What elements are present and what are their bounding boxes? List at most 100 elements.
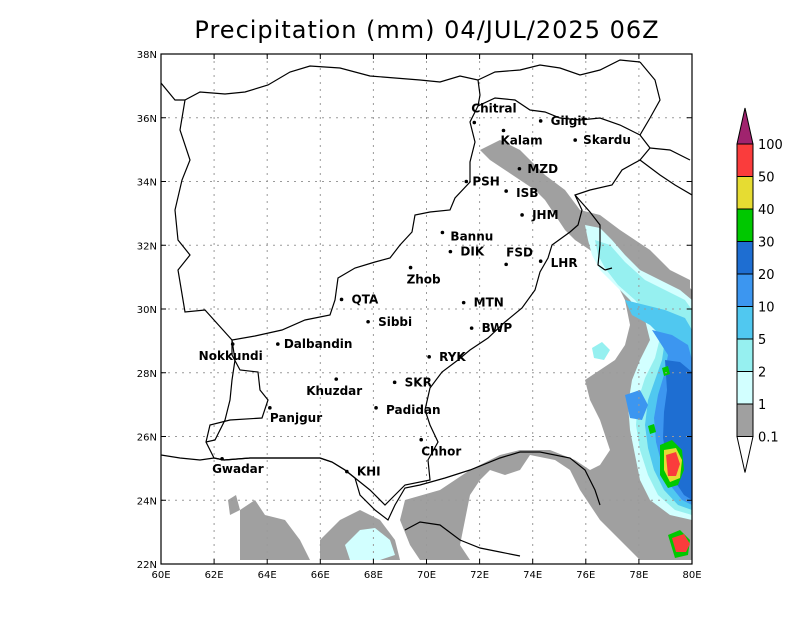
station-dot bbox=[538, 259, 543, 263]
x-axis: 60E 62E 64E 66E 68E 70E 72E 74E 76E 78E 80E bbox=[151, 54, 702, 581]
x-tick-label: 72E bbox=[470, 570, 489, 581]
station-dot bbox=[345, 469, 349, 474]
india-border bbox=[574, 194, 606, 271]
station-label: FSD bbox=[506, 245, 533, 259]
station-label: Panjgur bbox=[270, 411, 322, 425]
y-axis: 22N 24N 26N 28N 30N 32N 34N 36N 38N bbox=[137, 50, 692, 571]
y-tick-label: 38N bbox=[137, 50, 157, 61]
rain-area-south-3 bbox=[228, 495, 240, 515]
india-border-2 bbox=[604, 267, 613, 271]
station-label: QTA bbox=[352, 292, 379, 306]
station-label: Gwadar bbox=[212, 462, 264, 476]
y-tick-label: 24N bbox=[137, 496, 157, 507]
station-label: Chhor bbox=[421, 445, 461, 459]
tibet-border bbox=[639, 159, 692, 196]
station-dot bbox=[374, 406, 378, 410]
station-dot bbox=[464, 179, 469, 184]
station-dot bbox=[501, 128, 506, 133]
station-dot bbox=[408, 265, 413, 270]
station-dot bbox=[440, 230, 445, 235]
station-label: KHI bbox=[357, 465, 381, 479]
colorbar-segment bbox=[736, 241, 754, 275]
colorbar-label: 10 bbox=[758, 301, 775, 316]
china-border-2 bbox=[649, 147, 691, 161]
rain-green-30b bbox=[662, 366, 670, 376]
x-tick-label: 76E bbox=[576, 570, 595, 581]
rain-area-south-1 bbox=[240, 500, 310, 560]
station-dot bbox=[268, 406, 272, 410]
station-label: Sibbi bbox=[378, 315, 412, 329]
station-dot bbox=[392, 380, 397, 385]
station-dot bbox=[276, 342, 280, 346]
x-tick-label: 70E bbox=[417, 570, 436, 581]
colorbar-label: 50 bbox=[758, 171, 775, 186]
station-dot bbox=[538, 119, 543, 123]
rain-cyan-patch bbox=[592, 342, 610, 360]
station-dot bbox=[472, 120, 477, 125]
colorbar-segment bbox=[736, 143, 754, 177]
station-dot bbox=[366, 319, 370, 324]
colorbar-label: 1 bbox=[758, 398, 766, 413]
colorbar-label: 0.1 bbox=[758, 431, 779, 446]
x-tick-label: 60E bbox=[151, 570, 170, 581]
station-markers: Chitral Gilgit Kalam Skardu MZD PSH ISB JHM Bann… bbox=[199, 102, 631, 479]
station-dot bbox=[461, 300, 466, 305]
station-label: Bannu bbox=[450, 230, 493, 244]
station-label: BWP bbox=[482, 321, 513, 335]
station-label: SKR bbox=[405, 375, 432, 389]
station-label: Khuzdar bbox=[306, 384, 362, 398]
colorbar-segment bbox=[736, 306, 754, 340]
rain-blue-10b bbox=[625, 390, 648, 420]
gujarat-coast bbox=[404, 521, 521, 557]
station-label: Kalam bbox=[500, 134, 542, 148]
colorbar-label: 30 bbox=[758, 236, 775, 251]
colorbar-label: 100 bbox=[758, 138, 783, 153]
x-tick-label: 80E bbox=[682, 570, 701, 581]
station-label: DIK bbox=[460, 245, 484, 259]
colorbar-segment bbox=[736, 176, 754, 210]
station-label: Dalbandin bbox=[284, 337, 353, 351]
station-label: RYK bbox=[439, 350, 466, 364]
map-title: Precipitation (mm) 04/JUL/2025 06Z bbox=[194, 16, 660, 44]
colorbar-top-arrow bbox=[736, 107, 754, 145]
colorbar-segment bbox=[736, 273, 754, 307]
station-dot bbox=[517, 166, 522, 171]
iran-border bbox=[161, 82, 185, 101]
y-tick-label: 22N bbox=[137, 560, 157, 571]
station-label: Padidan bbox=[386, 403, 441, 417]
station-dot bbox=[339, 297, 344, 302]
station-label: MTN bbox=[474, 296, 504, 310]
colorbar-segment bbox=[736, 338, 754, 372]
country-borders bbox=[161, 59, 692, 557]
station-dot bbox=[427, 355, 431, 359]
station-label: Gilgit bbox=[551, 114, 588, 128]
station-label: Skardu bbox=[583, 133, 631, 147]
rain-light-south bbox=[345, 528, 395, 560]
y-tick-label: 34N bbox=[137, 178, 157, 189]
tajik-border bbox=[477, 59, 641, 81]
station-label: Chitral bbox=[471, 102, 516, 116]
pakistan-border bbox=[205, 97, 651, 506]
station-label: PSH bbox=[472, 175, 499, 189]
colorbar: 100 50 40 30 20 10 5 2 1 0.1 bbox=[736, 107, 783, 473]
rain-red-50a bbox=[666, 452, 680, 476]
x-tick-label: 68E bbox=[364, 570, 383, 581]
y-tick-label: 26N bbox=[137, 433, 157, 444]
x-tick-label: 62E bbox=[205, 570, 224, 581]
x-tick-label: 66E bbox=[311, 570, 330, 581]
y-tick-label: 30N bbox=[137, 305, 157, 316]
afghanistan-border bbox=[174, 65, 481, 341]
colorbar-segment bbox=[736, 371, 754, 405]
colorbar-segment bbox=[736, 208, 754, 242]
station-dot bbox=[469, 326, 474, 330]
x-tick-label: 74E bbox=[523, 570, 542, 581]
station-dot bbox=[504, 262, 508, 267]
colorbar-label: 20 bbox=[758, 268, 775, 283]
colorbar-label: 2 bbox=[758, 366, 766, 381]
station-label: MZD bbox=[527, 162, 558, 176]
rain-area-northeast bbox=[400, 140, 692, 560]
iran-afghan-south bbox=[205, 339, 236, 443]
colorbar-label: 40 bbox=[758, 203, 775, 218]
station-dot bbox=[220, 457, 224, 461]
